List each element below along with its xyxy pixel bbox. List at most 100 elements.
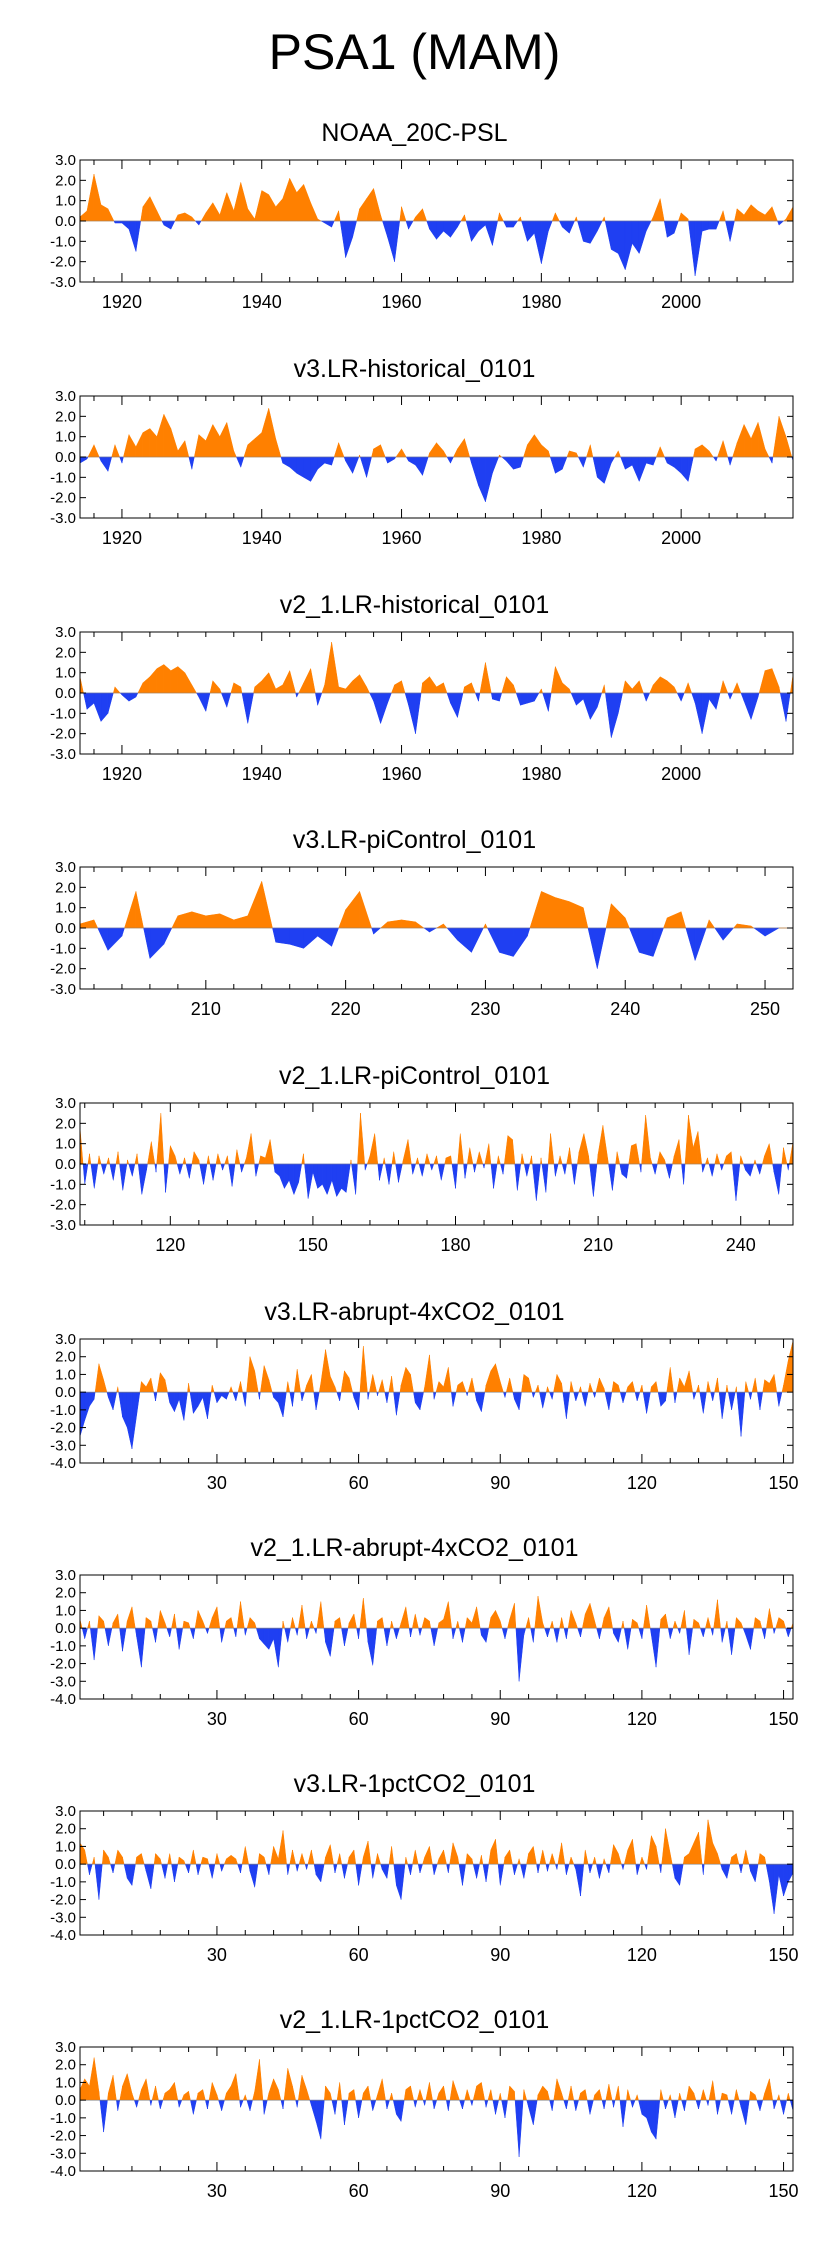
positive-area <box>750 2090 756 2101</box>
negative-area <box>189 1163 193 1179</box>
x-tick-label: 120 <box>155 1235 185 1255</box>
positive-area <box>485 662 492 694</box>
positive-area <box>509 1603 515 1629</box>
y-tick-label: -3.0 <box>50 1217 76 1234</box>
positive-area <box>773 1374 778 1393</box>
negative-area <box>268 1863 271 1875</box>
positive-area <box>452 2080 458 2101</box>
negative-area <box>104 1627 109 1646</box>
negative-area <box>394 456 397 460</box>
negative-area <box>558 220 563 228</box>
positive-area <box>717 1853 721 1865</box>
negative-area <box>141 1163 147 1195</box>
positive-area <box>310 202 318 222</box>
negative-area <box>738 2099 742 2108</box>
negative-area <box>740 2099 747 2126</box>
negative-area <box>520 1863 525 1879</box>
positive-area <box>435 1381 440 1393</box>
negative-area <box>726 1863 731 1879</box>
negative-area <box>131 1863 136 1886</box>
positive-area <box>649 684 654 694</box>
negative-area <box>112 1391 117 1410</box>
negative-area <box>717 2099 721 2115</box>
positive-area <box>488 1143 492 1165</box>
negative-area <box>83 692 88 710</box>
positive-area <box>479 662 486 694</box>
positive-area <box>388 1376 392 1393</box>
positive-area <box>531 1155 533 1165</box>
negative-area <box>386 1863 390 1879</box>
positive-area <box>400 1367 407 1393</box>
negative-area <box>523 1863 527 1879</box>
positive-area <box>717 1377 720 1393</box>
positive-area <box>193 1150 200 1165</box>
positive-area <box>580 2089 586 2101</box>
positive-area <box>275 197 283 222</box>
positive-area <box>507 2085 510 2101</box>
negative-area <box>708 1163 713 1177</box>
negative-area <box>547 1863 550 1872</box>
positive-area <box>429 675 437 694</box>
chart-panel-7: v2_1.LR-abrupt-4xCO2_0101 3.0 2.0 1.0 0.0 -1.… <box>0 1533 829 1767</box>
positive-area <box>190 1849 194 1865</box>
negative-area <box>122 1163 128 1191</box>
positive-area <box>712 2080 716 2101</box>
positive-area <box>170 428 179 458</box>
y-tick-label: 2.0 <box>55 644 76 661</box>
negative-area <box>666 220 675 238</box>
positive-area <box>603 1858 607 1865</box>
negative-area <box>712 1391 715 1402</box>
positive-area <box>722 440 729 458</box>
negative-area <box>228 1163 233 1187</box>
positive-area <box>723 1155 727 1165</box>
positive-area <box>254 680 262 694</box>
positive-area <box>363 1598 367 1629</box>
y-tick-label: -1.0 <box>50 1874 76 1891</box>
negative-area <box>745 1627 751 1650</box>
negative-area <box>618 220 626 270</box>
negative-area <box>721 1163 725 1171</box>
positive-area <box>698 1832 703 1865</box>
positive-area <box>359 891 372 929</box>
negative-area <box>759 2099 764 2111</box>
negative-area <box>492 456 500 474</box>
positive-area <box>108 2075 114 2101</box>
positive-area <box>391 2093 394 2101</box>
negative-area <box>528 2099 534 2126</box>
negative-area <box>236 456 242 468</box>
negative-area <box>117 2099 121 2111</box>
positive-area <box>678 212 682 222</box>
negative-area <box>86 692 95 710</box>
negative-area <box>320 220 325 224</box>
positive-area <box>79 676 84 694</box>
negative-area <box>421 1163 426 1177</box>
positive-area <box>246 1356 251 1393</box>
positive-area <box>471 1858 474 1865</box>
positive-area <box>785 436 793 458</box>
positive-area <box>171 915 179 929</box>
negative-area <box>779 2099 784 2115</box>
negative-area <box>176 1163 181 1175</box>
negative-area <box>108 1627 113 1646</box>
negative-area <box>541 220 549 264</box>
negative-area <box>513 927 528 958</box>
positive-area <box>669 2094 672 2101</box>
negative-area <box>372 1863 376 1879</box>
negative-area <box>710 1391 713 1402</box>
positive-area <box>89 2057 95 2101</box>
negative-area <box>471 2099 474 2106</box>
negative-area <box>506 220 514 228</box>
negative-area <box>161 1863 166 1879</box>
negative-area <box>193 2099 197 2115</box>
positive-area <box>578 1386 581 1393</box>
negative-area <box>212 1163 217 1181</box>
positive-area <box>429 1846 433 1865</box>
negative-area <box>195 1863 199 1875</box>
negative-area <box>761 1627 765 1639</box>
negative-area <box>655 2099 661 2140</box>
positive-area <box>462 1381 467 1393</box>
x-tick-label: 60 <box>349 2181 369 2201</box>
y-tick-label: 3.0 <box>55 1095 76 1112</box>
positive-area <box>429 2082 433 2101</box>
negative-area <box>719 1163 722 1171</box>
